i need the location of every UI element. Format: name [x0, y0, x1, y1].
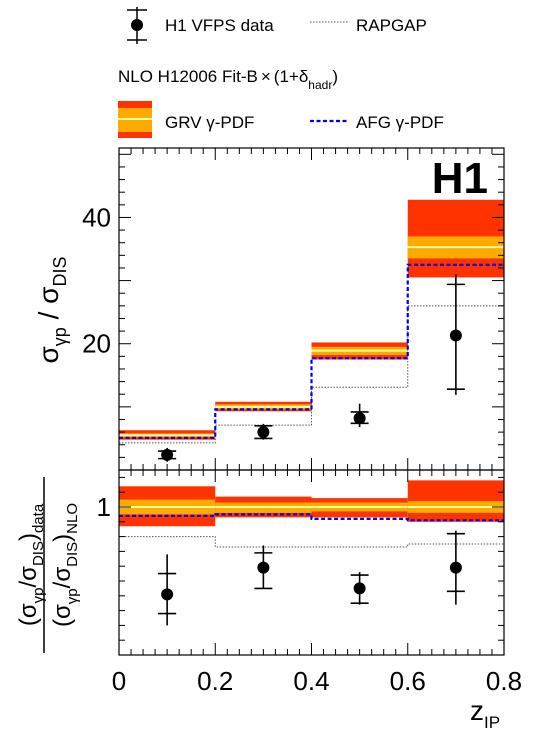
legend-grv-band — [118, 101, 152, 138]
x-tick-labels: 0 0.2 0.4 0.6 0.8 — [112, 666, 522, 696]
x-tick-label: 0.8 — [486, 666, 522, 696]
bottom-bands — [119, 480, 504, 527]
x-axis-label: zIP — [470, 695, 500, 732]
legend-grv-label: GRV γ-PDF — [165, 113, 254, 132]
x-tick-label: 0 — [112, 666, 126, 696]
top-lines — [119, 263, 504, 444]
x-tick-label: 0.2 — [197, 666, 233, 696]
bot-data-point — [161, 588, 174, 601]
bot-y-tick-label: 1 — [97, 492, 111, 522]
top-y-tick-label: 20 — [82, 329, 111, 359]
bot-data-point — [257, 561, 270, 574]
top-data-point — [257, 426, 270, 439]
bottom-y-axis-label: (σγp/σDIS)data (σγp/σDIS)NLO — [15, 477, 81, 653]
legend-afg-label: AFG γ-PDF — [356, 113, 444, 132]
bottom-lines — [119, 513, 504, 548]
h1-logo: H1 — [432, 154, 488, 203]
top-data-point — [161, 448, 174, 461]
svg-text:(σγp/σDIS)data: (σγp/σDIS)data — [15, 503, 47, 626]
legend: H1 VFPS data RAPGAP NLO H12006 Fit-B × (1+… — [118, 7, 444, 138]
top-bands — [119, 199, 504, 440]
bottom-panel: 1 (σγp/σDIS)data (σγp/σDIS)NLO 0 0.2 0.4 0.… — [15, 469, 522, 732]
top-data-point — [353, 412, 366, 425]
svg-text:(σγp/σDIS)NLO: (σγp/σDIS)NLO — [49, 503, 81, 627]
top-y-axis-label: σγp / σDIS — [33, 257, 70, 364]
top-y-tick-label: 40 — [82, 202, 111, 232]
top-points — [158, 274, 465, 462]
legend-data-label: H1 VFPS data — [165, 16, 274, 35]
top-afg-line — [119, 263, 504, 439]
top-data-point — [449, 329, 462, 342]
bottom-points — [158, 530, 465, 626]
x-tick-label: 0.4 — [293, 666, 329, 696]
bot-data-point — [353, 582, 366, 595]
legend-rapgap-label: RAPGAP — [356, 16, 427, 35]
legend-nlo-label: NLO H12006 Fit-B × (1+δhadr) — [118, 67, 338, 92]
bottom-ticks: 1 — [97, 470, 505, 656]
bot-data-point — [449, 561, 462, 574]
x-tick-label: 0.6 — [390, 666, 426, 696]
bot-rapgap-line — [119, 536, 504, 548]
svg-text:σγp / σDIS: σγp / σDIS — [33, 257, 70, 364]
legend-data-marker — [127, 7, 147, 44]
bot-afg-line — [119, 513, 504, 522]
